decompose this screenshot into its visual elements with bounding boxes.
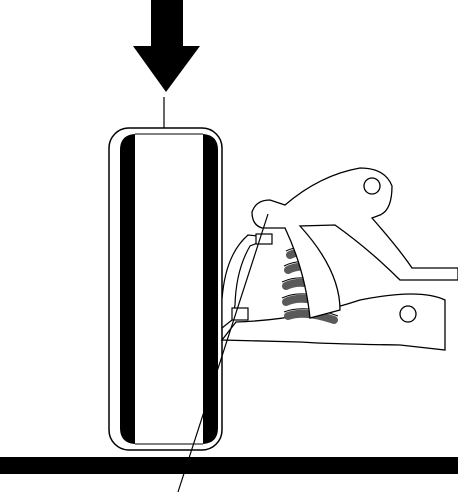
- load-arrow: [133, 0, 200, 92]
- upper-pivot: [363, 177, 381, 195]
- steering-axis-line: [177, 213, 269, 493]
- tire-front-view: [108, 127, 223, 451]
- upper-control-arm: [251, 167, 458, 319]
- steering-knuckle: [221, 234, 261, 330]
- upper-ball-joint: [255, 233, 273, 245]
- lower-pivot: [399, 305, 417, 323]
- ground-line: [0, 457, 458, 474]
